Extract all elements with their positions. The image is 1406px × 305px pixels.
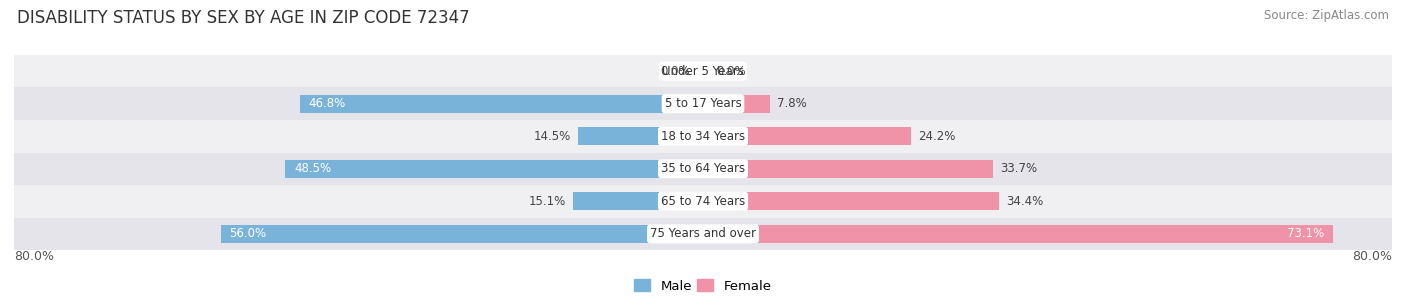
Text: DISABILITY STATUS BY SEX BY AGE IN ZIP CODE 72347: DISABILITY STATUS BY SEX BY AGE IN ZIP C… bbox=[17, 9, 470, 27]
Text: 14.5%: 14.5% bbox=[534, 130, 571, 143]
Text: 73.1%: 73.1% bbox=[1286, 227, 1324, 240]
Bar bbox=[703, 192, 1000, 210]
Text: 15.1%: 15.1% bbox=[529, 195, 567, 208]
Bar bbox=[14, 55, 1392, 88]
Text: 5 to 17 Years: 5 to 17 Years bbox=[665, 97, 741, 110]
Bar bbox=[14, 120, 1392, 152]
Text: 33.7%: 33.7% bbox=[1000, 162, 1038, 175]
Text: 48.5%: 48.5% bbox=[294, 162, 330, 175]
Bar bbox=[703, 127, 911, 145]
Legend: Male, Female: Male, Female bbox=[628, 274, 778, 298]
Bar bbox=[285, 160, 703, 178]
Text: 56.0%: 56.0% bbox=[229, 227, 267, 240]
Text: 65 to 74 Years: 65 to 74 Years bbox=[661, 195, 745, 208]
Bar bbox=[14, 185, 1392, 217]
Text: 75 Years and over: 75 Years and over bbox=[650, 227, 756, 240]
Text: Under 5 Years: Under 5 Years bbox=[662, 65, 744, 78]
Text: 0.0%: 0.0% bbox=[661, 65, 690, 78]
Text: 80.0%: 80.0% bbox=[1353, 250, 1392, 263]
Text: 34.4%: 34.4% bbox=[1007, 195, 1043, 208]
Text: 0.0%: 0.0% bbox=[716, 65, 745, 78]
Text: 80.0%: 80.0% bbox=[14, 250, 53, 263]
Bar bbox=[703, 95, 770, 113]
Text: 7.8%: 7.8% bbox=[778, 97, 807, 110]
Bar bbox=[14, 217, 1392, 250]
Bar bbox=[574, 192, 703, 210]
Bar bbox=[221, 225, 703, 243]
Bar bbox=[703, 225, 1333, 243]
Text: 18 to 34 Years: 18 to 34 Years bbox=[661, 130, 745, 143]
Text: 35 to 64 Years: 35 to 64 Years bbox=[661, 162, 745, 175]
Bar bbox=[703, 160, 993, 178]
Bar bbox=[299, 95, 703, 113]
Text: Source: ZipAtlas.com: Source: ZipAtlas.com bbox=[1264, 9, 1389, 22]
Bar bbox=[578, 127, 703, 145]
Text: 24.2%: 24.2% bbox=[918, 130, 956, 143]
Bar bbox=[14, 152, 1392, 185]
Bar bbox=[14, 88, 1392, 120]
Text: 46.8%: 46.8% bbox=[308, 97, 346, 110]
